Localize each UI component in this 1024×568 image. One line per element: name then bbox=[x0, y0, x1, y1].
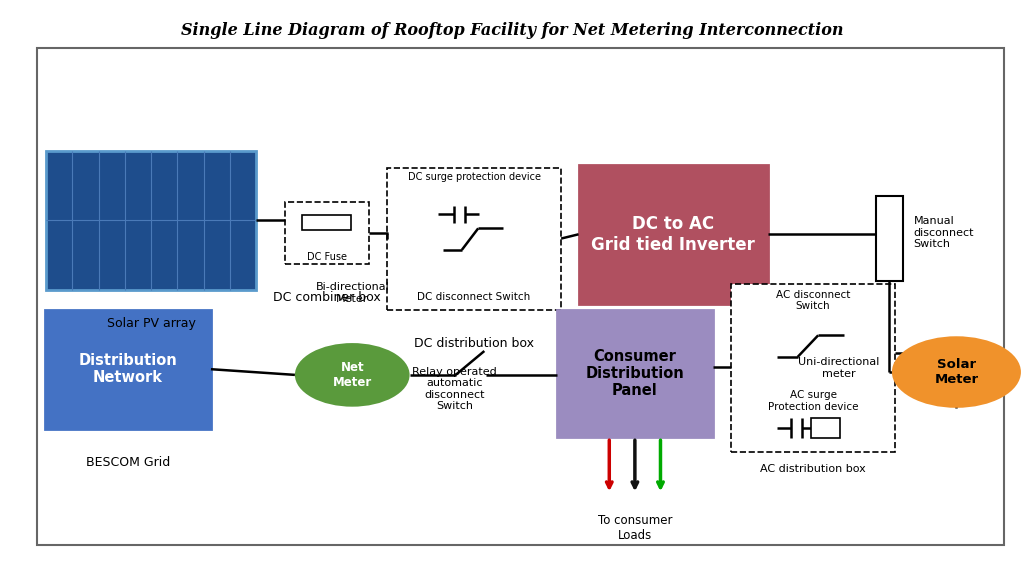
FancyBboxPatch shape bbox=[579, 165, 768, 304]
Text: Uni-directional
meter: Uni-directional meter bbox=[798, 357, 880, 379]
Text: AC distribution box: AC distribution box bbox=[760, 464, 866, 474]
Text: DC surge protection device: DC surge protection device bbox=[408, 172, 541, 182]
Text: DC distribution box: DC distribution box bbox=[414, 337, 535, 350]
FancyBboxPatch shape bbox=[387, 168, 561, 310]
FancyBboxPatch shape bbox=[46, 151, 256, 290]
Text: Consumer
Distribution
Panel: Consumer Distribution Panel bbox=[586, 349, 684, 398]
Text: BESCOM Grid: BESCOM Grid bbox=[86, 456, 170, 469]
Text: Bi-directional
Meter: Bi-directional Meter bbox=[315, 282, 389, 304]
FancyBboxPatch shape bbox=[45, 310, 211, 429]
Text: DC Fuse: DC Fuse bbox=[306, 252, 347, 262]
Text: Net
Meter: Net Meter bbox=[333, 361, 372, 389]
FancyBboxPatch shape bbox=[811, 418, 840, 438]
Text: Solar
Meter: Solar Meter bbox=[934, 358, 979, 386]
Text: DC disconnect Switch: DC disconnect Switch bbox=[418, 292, 530, 302]
Circle shape bbox=[892, 336, 1021, 408]
Circle shape bbox=[295, 343, 410, 407]
Text: Single Line Diagram of Rooftop Facility for Net Metering Interconnection: Single Line Diagram of Rooftop Facility … bbox=[181, 22, 843, 39]
Text: Solar PV array: Solar PV array bbox=[106, 317, 196, 330]
Text: To consumer
Loads: To consumer Loads bbox=[598, 514, 672, 542]
Text: AC disconnect
Switch: AC disconnect Switch bbox=[776, 290, 850, 311]
FancyBboxPatch shape bbox=[557, 310, 713, 437]
Text: DC to AC
Grid tied Inverter: DC to AC Grid tied Inverter bbox=[591, 215, 756, 254]
FancyBboxPatch shape bbox=[302, 215, 351, 230]
Text: AC surge
Protection device: AC surge Protection device bbox=[768, 390, 858, 412]
Text: Relay operated
automatic
disconnect
Switch: Relay operated automatic disconnect Swit… bbox=[413, 367, 497, 411]
FancyBboxPatch shape bbox=[37, 48, 1004, 545]
FancyBboxPatch shape bbox=[731, 284, 895, 452]
FancyBboxPatch shape bbox=[285, 202, 369, 264]
Text: DC combiner box: DC combiner box bbox=[272, 291, 381, 304]
Text: Distribution
Network: Distribution Network bbox=[79, 353, 177, 386]
Text: Manual
disconnect
Switch: Manual disconnect Switch bbox=[913, 216, 974, 249]
FancyBboxPatch shape bbox=[876, 196, 903, 281]
